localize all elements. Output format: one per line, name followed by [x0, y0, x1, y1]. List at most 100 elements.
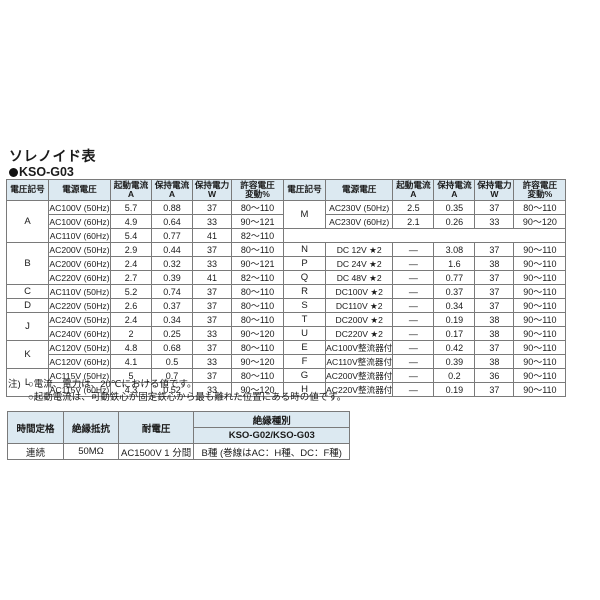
cell-voltage-symbol: T: [283, 312, 326, 327]
cell-holding-current: 0.68: [151, 340, 193, 355]
cell-holding-current: 0.5: [151, 354, 193, 369]
cell-holding-current: 0.37: [433, 284, 476, 299]
starting-current-label: 起動電流: [113, 179, 149, 190]
cell-supply-voltage: AC220V (50Hz): [48, 298, 111, 313]
spec-value-insulation-class: B種 (巻線はAC：H種、DC：F種): [193, 443, 351, 460]
cell-starting-current: —: [392, 312, 435, 327]
col-header-holding-power-left: 保持電力 W: [192, 179, 232, 201]
cell-starting-current: 2.4: [110, 312, 152, 327]
cell-voltage-range: 90〜110: [513, 284, 567, 299]
cell-voltage-symbol: C: [6, 284, 49, 299]
col-header-holding-current-left: 保持電流 A: [151, 179, 193, 201]
starting-current-unit: A: [127, 189, 135, 199]
spec-table-body: 連続 50MΩ AC1500V 1 分間 B種 (巻線はAC：H種、DC：F種): [7, 443, 351, 460]
holding-power-unit: W: [207, 189, 217, 199]
cell-voltage-symbol: E: [283, 340, 326, 355]
cell-voltage-range: 90〜120: [231, 354, 284, 369]
note-text-1: ○電流、電力は、20℃における値です。: [28, 379, 197, 390]
cell-voltage-range: 80〜110: [513, 200, 567, 215]
cell-voltage-range: 80〜110: [231, 298, 284, 313]
cell-supply-voltage: AC110V整流器付: [324, 354, 394, 369]
spec-col-insulation-class-models: KSO-G02/KSO-G03: [193, 427, 351, 444]
cell-holding-power: 37: [474, 242, 515, 257]
cell-voltage-symbol: L: [6, 368, 49, 397]
cell-starting-current: —: [392, 340, 435, 355]
cell-holding-power: 37: [474, 270, 515, 285]
cell-holding-current: 0.77: [433, 270, 476, 285]
holding-current-label: 保持電流: [154, 179, 190, 190]
note-line-2: ○起動電流は、可動鉄心が固定鉄心から最も離れた位置にある時の値です。: [8, 391, 346, 404]
cell-supply-voltage: AC240V (50Hz): [48, 312, 111, 327]
cell-supply-voltage: AC110V (60Hz): [48, 228, 111, 243]
cell-holding-power: 41: [192, 270, 232, 285]
table-row: AC100V (60Hz) 4.9 0.64 33 90〜121 AC230V (60Hz…: [7, 214, 567, 229]
spec-table-row: 連続 50MΩ AC1500V 1 分間 B種 (巻線はAC：H種、DC：F種): [7, 443, 351, 460]
cell-holding-current: 3.08: [433, 242, 476, 257]
cell-voltage-range: 90〜110: [513, 368, 567, 383]
cell-starting-current: 5.7: [110, 200, 152, 215]
cell-holding-current: 0.17: [433, 326, 476, 341]
cell-voltage-range: 90〜110: [513, 270, 567, 285]
cell-supply-voltage: AC230V (60Hz): [324, 214, 394, 229]
cell-starting-current: 2.6: [110, 298, 152, 313]
cell-voltage-range: 90〜110: [513, 256, 567, 271]
cell-holding-current: 0.34: [151, 312, 193, 327]
cell-voltage-range: 90〜110: [513, 326, 567, 341]
cell-supply-voltage: AC100V (50Hz): [48, 200, 111, 215]
table-row: AC220V (60Hz) 2.7 0.39 41 82〜110 Q DC 48V ★2—0…: [7, 270, 567, 285]
cell-voltage-range: 80〜110: [231, 242, 284, 257]
cell-holding-power: 37: [474, 382, 515, 397]
cell-supply-voltage: AC220V (60Hz): [48, 270, 111, 285]
note-text-2: ○起動電流は、可動鉄心が固定鉄心から最も離れた位置にある時の値です。: [28, 392, 347, 403]
note-indent: [8, 391, 28, 404]
col-header-symbol-right: 電圧記号: [283, 179, 326, 201]
col-header-holding-current-right: 保持電流 A: [433, 179, 476, 201]
cell-voltage-symbol: R: [283, 284, 326, 299]
cell-starting-current: 2: [110, 326, 152, 341]
cell-starting-current: —: [392, 270, 435, 285]
col-header-supply-voltage-right: 電源電圧: [324, 179, 394, 201]
col-header-voltage-range-left: 許容電圧 変動%: [231, 179, 284, 201]
cell-voltage-symbol: N: [283, 242, 326, 257]
holding-power-label: 保持電力: [194, 179, 230, 190]
col-header-voltage-range-right: 許容電圧 変動%: [513, 179, 567, 201]
cell-holding-power: 36: [474, 368, 515, 383]
cell-voltage-range: 90〜110: [513, 298, 567, 313]
spec-value-time-rating: 連続: [7, 443, 64, 460]
cell-holding-current: 0.35: [433, 200, 476, 215]
cell-holding-power: 33: [192, 326, 232, 341]
cell-holding-current: 0.32: [151, 256, 193, 271]
col-header-starting-current-right: 起動電流 A: [392, 179, 435, 201]
spec-table: 時間定格 絶縁抵抗 耐電圧 絶縁種別 KSO-G02/KSO-G03 連続 50…: [7, 411, 351, 460]
voltage-range-label: 許容電圧: [240, 179, 275, 190]
table-row: J AC240V (50Hz) 2.4 0.34 37 80〜110 T DC200V ★2—…: [6, 312, 567, 341]
cell-supply-voltage: AC110V (50Hz): [48, 284, 111, 299]
cell-voltage-range: 80〜110: [231, 200, 284, 215]
cell-holding-power: 33: [192, 256, 232, 271]
model-heading: KSO-G03: [9, 165, 74, 179]
cell-supply-voltage: DC110V ★2: [324, 298, 394, 313]
cell-holding-current: 0.37: [151, 298, 193, 313]
table-row: B AC200V (50Hz) 2.9 0.44 37 80〜110 N DC 12V ★2—…: [6, 242, 567, 285]
cell-voltage-range: 90〜110: [513, 242, 567, 257]
cell-starting-current: 2.4: [110, 256, 152, 271]
cell-voltage-range: 90〜110: [513, 382, 567, 397]
cell-supply-voltage: AC200V (50Hz): [48, 242, 111, 257]
cell-voltage-range: 90〜121: [231, 214, 284, 229]
note-lead: 注): [8, 379, 21, 390]
table-row: AC115V (60Hz) 4.3 0.52 33 90〜120 H AC220V整流器付 —…: [7, 382, 567, 397]
cell-holding-current: 0.64: [151, 214, 193, 229]
cell-voltage-symbol: U: [283, 326, 326, 341]
cell-voltage-range: 80〜110: [231, 340, 284, 355]
cell-voltage-symbol: P: [283, 256, 326, 271]
cell-voltage-range: 80〜110: [231, 284, 284, 299]
cell-supply-voltage: AC120V (60Hz): [48, 354, 111, 369]
cell-holding-current: 0.19: [433, 312, 476, 327]
cell-supply-voltage: AC200V (60Hz): [48, 256, 111, 271]
cell-holding-power: 38: [474, 256, 515, 271]
cell-starting-current: —: [392, 256, 435, 271]
cell-supply-voltage: AC240V (60Hz): [48, 326, 111, 341]
cell-holding-current: 0.44: [151, 242, 193, 257]
cell-starting-current: 4.9: [110, 214, 152, 229]
cell-holding-power: 41: [192, 228, 232, 243]
